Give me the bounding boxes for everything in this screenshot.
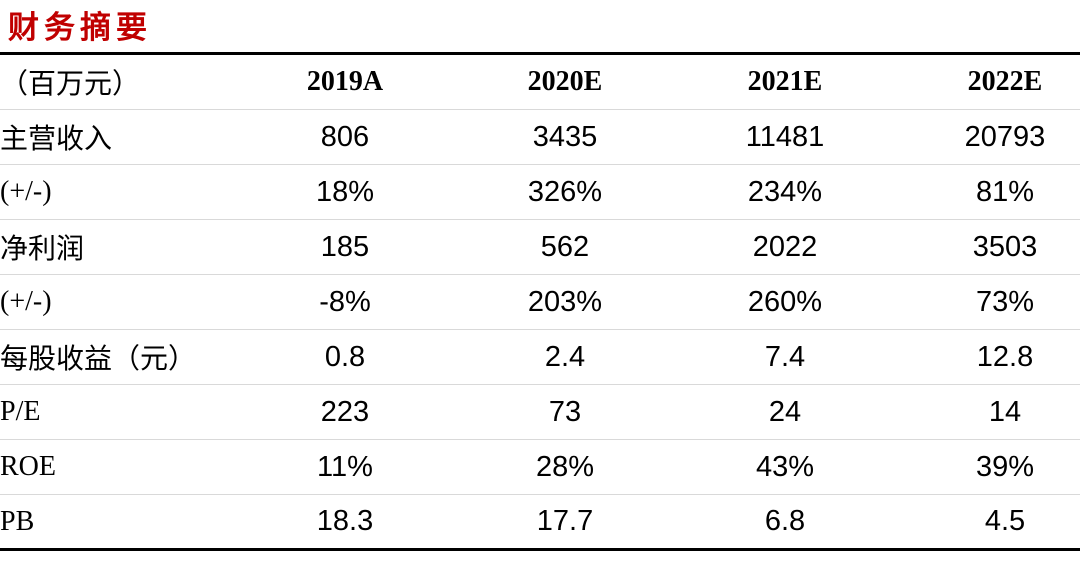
table-cell: 4.5 (984, 505, 1026, 537)
table-row-eps: 每股收益（元） 0.8 2.4 7.4 12.8 (0, 329, 1080, 385)
page-title: 财务摘要 (8, 10, 152, 45)
table-row-net-profit: 净利润 185 562 2022 3503 (0, 219, 1080, 275)
table-cell: 39% (895, 439, 1080, 495)
table-cell: 81% (895, 164, 1080, 220)
table-cell: 43% (675, 439, 895, 495)
table-cell: 806 (235, 109, 455, 165)
table-cell: 11481 (675, 109, 895, 165)
table-cell: 73% (895, 274, 1080, 330)
table-cell: 326% (455, 164, 675, 220)
table-cell: 2022 (675, 219, 895, 275)
row-label: P/E (0, 384, 235, 440)
table-cell: 7.4 (675, 329, 895, 385)
table-cell: 223 (235, 384, 455, 440)
unit-label: （百万元） (0, 53, 235, 110)
column-header-2019a: 2019A (235, 53, 455, 110)
row-label: 净利润 (0, 219, 235, 275)
table-cell: 234% (675, 164, 895, 220)
column-header-2022e: 2022E (895, 53, 1080, 110)
column-header-2021e: 2021E (675, 53, 895, 110)
table-body: 主营收入 806 3435 11481 20793 (+/-) 18% 326%… (0, 109, 1080, 550)
table-cell: 12.8 (895, 329, 1080, 385)
header-row: （百万元） 2019A 2020E 2021E 2022E (0, 53, 1080, 110)
row-label: (+/-) (0, 274, 235, 330)
table-row-revenue: 主营收入 806 3435 11481 20793 (0, 109, 1080, 165)
table-cell: 3435 (455, 109, 675, 165)
table-cell: 3503 (895, 219, 1080, 275)
row-label: 主营收入 (0, 109, 235, 165)
table-cell: 6.8 (764, 505, 806, 537)
table-cell: 185 (235, 219, 455, 275)
table-row-pb: PB 18.3 17.7 6.8 4.5 (0, 495, 1080, 550)
table-row-revenue-growth: (+/-) 18% 326% 234% 81% (0, 164, 1080, 220)
table-header: （百万元） 2019A 2020E 2021E 2022E (0, 53, 1080, 110)
table-cell: 14 (895, 384, 1080, 440)
table-cell: 20793 (895, 109, 1080, 165)
table-row-roe: ROE 11% 28% 43% 39% (0, 439, 1080, 495)
row-label: 每股收益（元） (0, 329, 235, 385)
table-cell: 18.3 (316, 505, 374, 537)
table-cell: 2.4 (455, 329, 675, 385)
table-cell: 260% (675, 274, 895, 330)
table-cell: 73 (455, 384, 675, 440)
table-row-pe: P/E 223 73 24 14 (0, 384, 1080, 440)
table-cell: 28% (455, 439, 675, 495)
table-cell: 0.8 (235, 329, 455, 385)
table-cell: 24 (675, 384, 895, 440)
table-cell: 18% (235, 164, 455, 220)
row-label: (+/-) (0, 164, 235, 220)
table-row-net-profit-growth: (+/-) -8% 203% 260% 73% (0, 274, 1080, 330)
table-cell: 11% (235, 439, 455, 495)
table-cell: 17.7 (536, 505, 594, 537)
table-cell: -8% (235, 274, 455, 330)
table-cell: 562 (455, 219, 675, 275)
row-label: PB (0, 505, 35, 537)
column-header-2020e: 2020E (455, 53, 675, 110)
row-label: ROE (0, 439, 235, 495)
financial-summary-table: （百万元） 2019A 2020E 2021E 2022E 主营收入 806 3… (0, 52, 1080, 551)
table-cell: 203% (455, 274, 675, 330)
